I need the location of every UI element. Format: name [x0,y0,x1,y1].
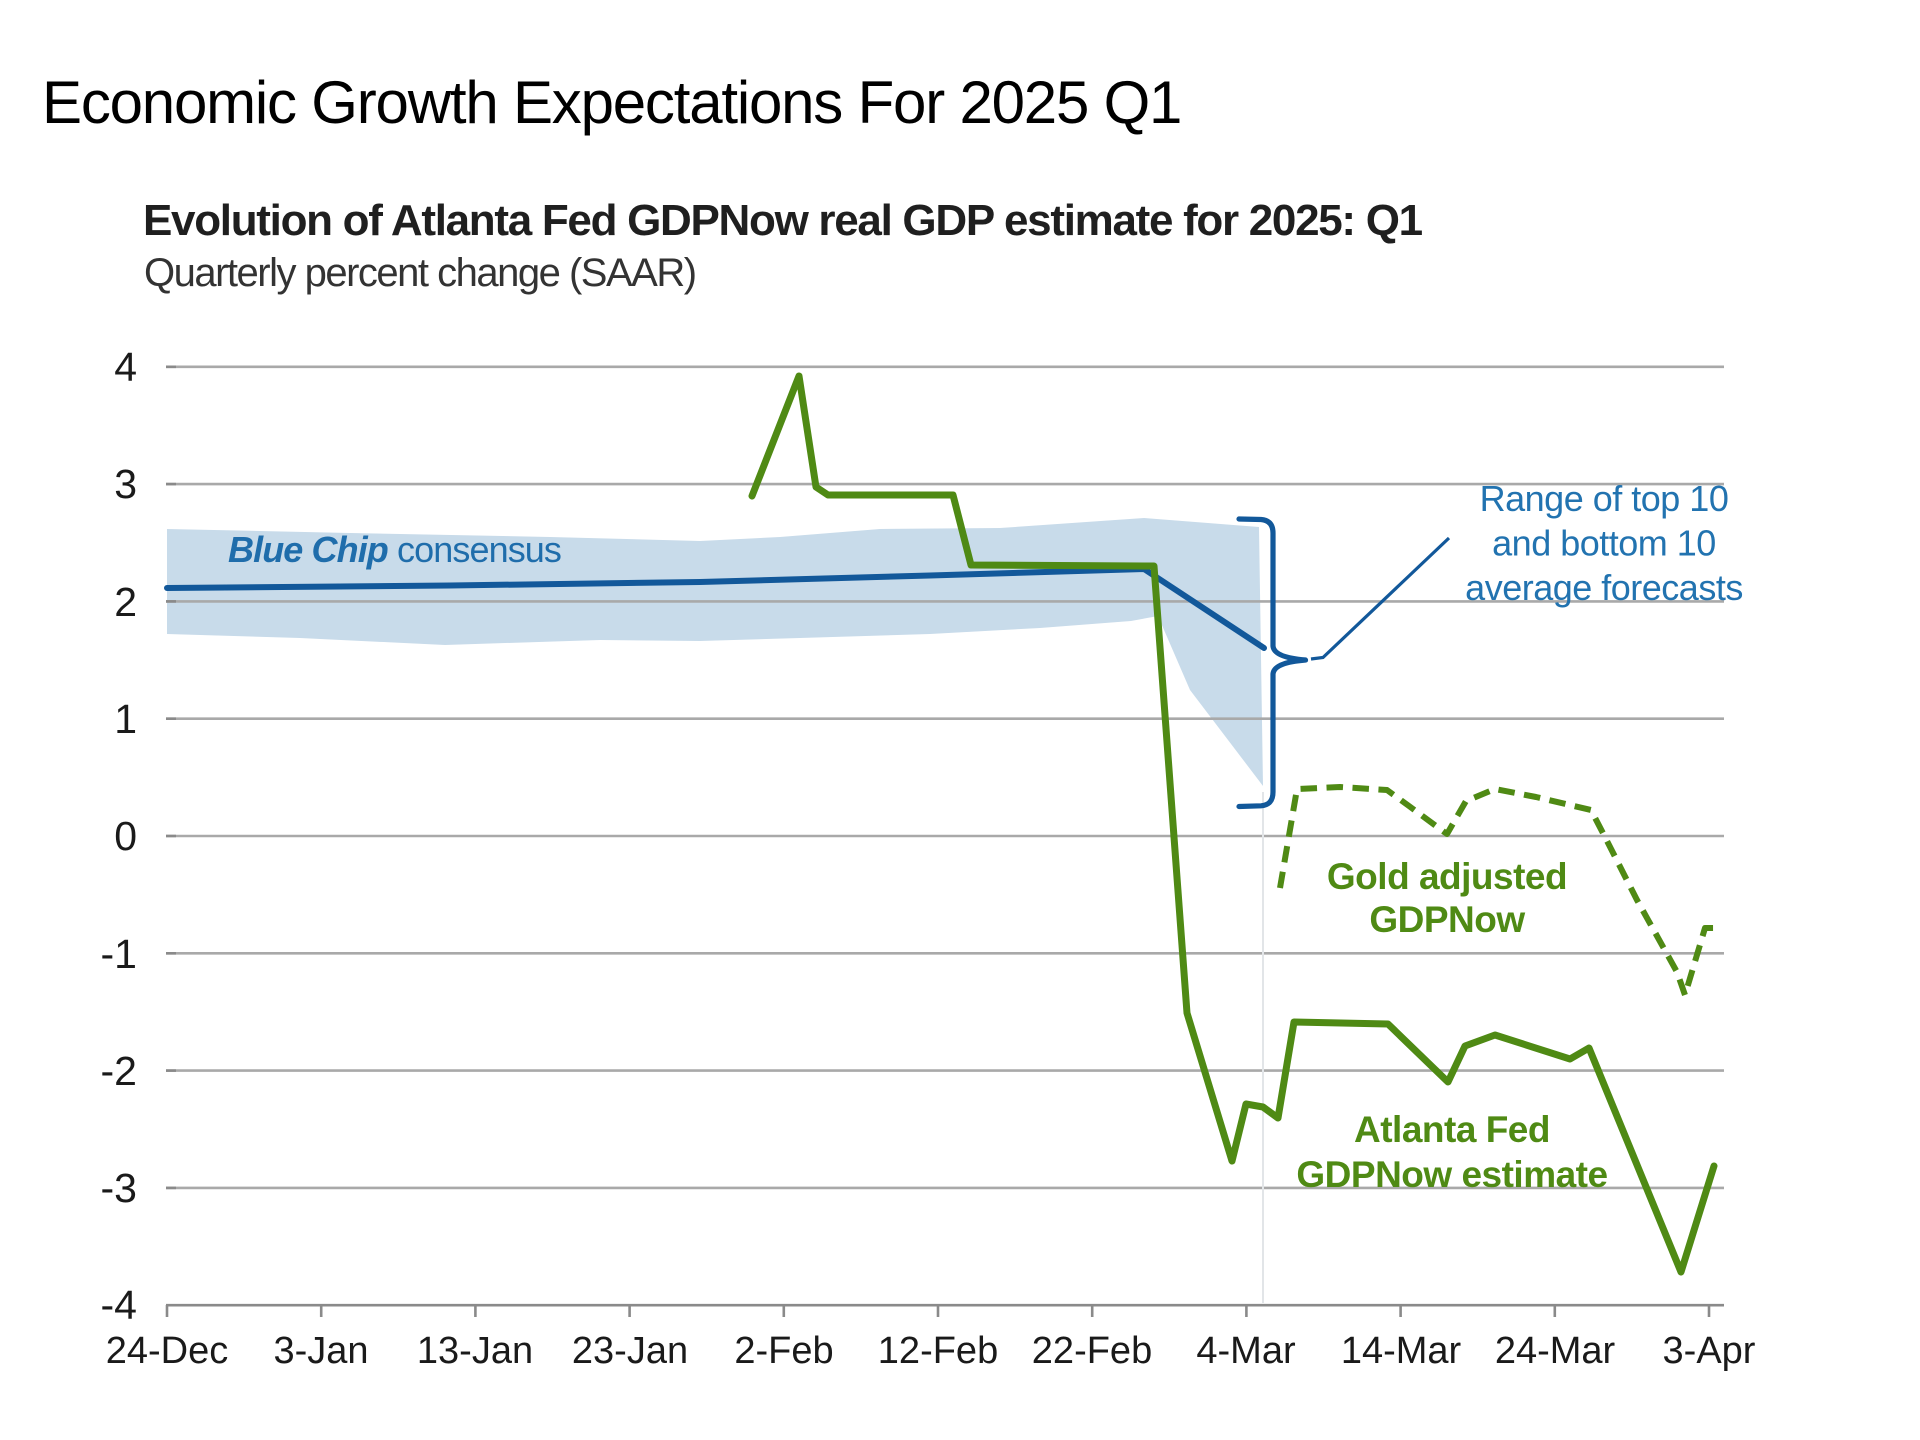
svg-text:and bottom 10: and bottom 10 [1492,523,1716,564]
svg-text:Economic Growth Expectations F: Economic Growth Expectations For 2025 Q1 [42,69,1181,136]
svg-text:14-Mar: 14-Mar [1341,1330,1462,1372]
svg-text:GDPNow estimate: GDPNow estimate [1296,1154,1607,1195]
svg-text:Gold adjusted: Gold adjusted [1327,856,1567,897]
svg-text:-2: -2 [101,1048,137,1094]
svg-text:Blue Chip consensus: Blue Chip consensus [228,529,561,570]
svg-text:-1: -1 [101,931,137,977]
svg-text:22-Feb: 22-Feb [1032,1330,1152,1372]
svg-text:3-Jan: 3-Jan [273,1330,368,1372]
svg-text:2-Feb: 2-Feb [734,1330,833,1372]
svg-text:12-Feb: 12-Feb [878,1330,998,1372]
svg-text:-4: -4 [101,1282,137,1328]
svg-text:4: 4 [114,344,137,390]
svg-text:Range of top 10: Range of top 10 [1480,478,1729,519]
svg-text:average forecasts: average forecasts [1465,567,1743,608]
svg-text:Quarterly percent change (SAAR: Quarterly percent change (SAAR) [144,251,696,295]
svg-text:1: 1 [114,696,137,742]
svg-text:3: 3 [114,461,137,507]
svg-text:-3: -3 [101,1165,137,1211]
svg-text:2: 2 [114,579,137,625]
svg-text:24-Dec: 24-Dec [106,1330,229,1372]
svg-text:GDPNow: GDPNow [1369,899,1525,940]
svg-text:Atlanta Fed: Atlanta Fed [1354,1109,1550,1150]
svg-text:23-Jan: 23-Jan [572,1330,688,1372]
svg-text:13-Jan: 13-Jan [417,1330,533,1372]
svg-text:4-Mar: 4-Mar [1196,1330,1296,1372]
svg-text:Evolution of Atlanta Fed GDPNo: Evolution of Atlanta Fed GDPNow real GDP… [143,196,1423,245]
svg-text:3-Apr: 3-Apr [1663,1330,1756,1372]
svg-text:0: 0 [114,813,137,859]
svg-text:24-Mar: 24-Mar [1495,1330,1616,1372]
